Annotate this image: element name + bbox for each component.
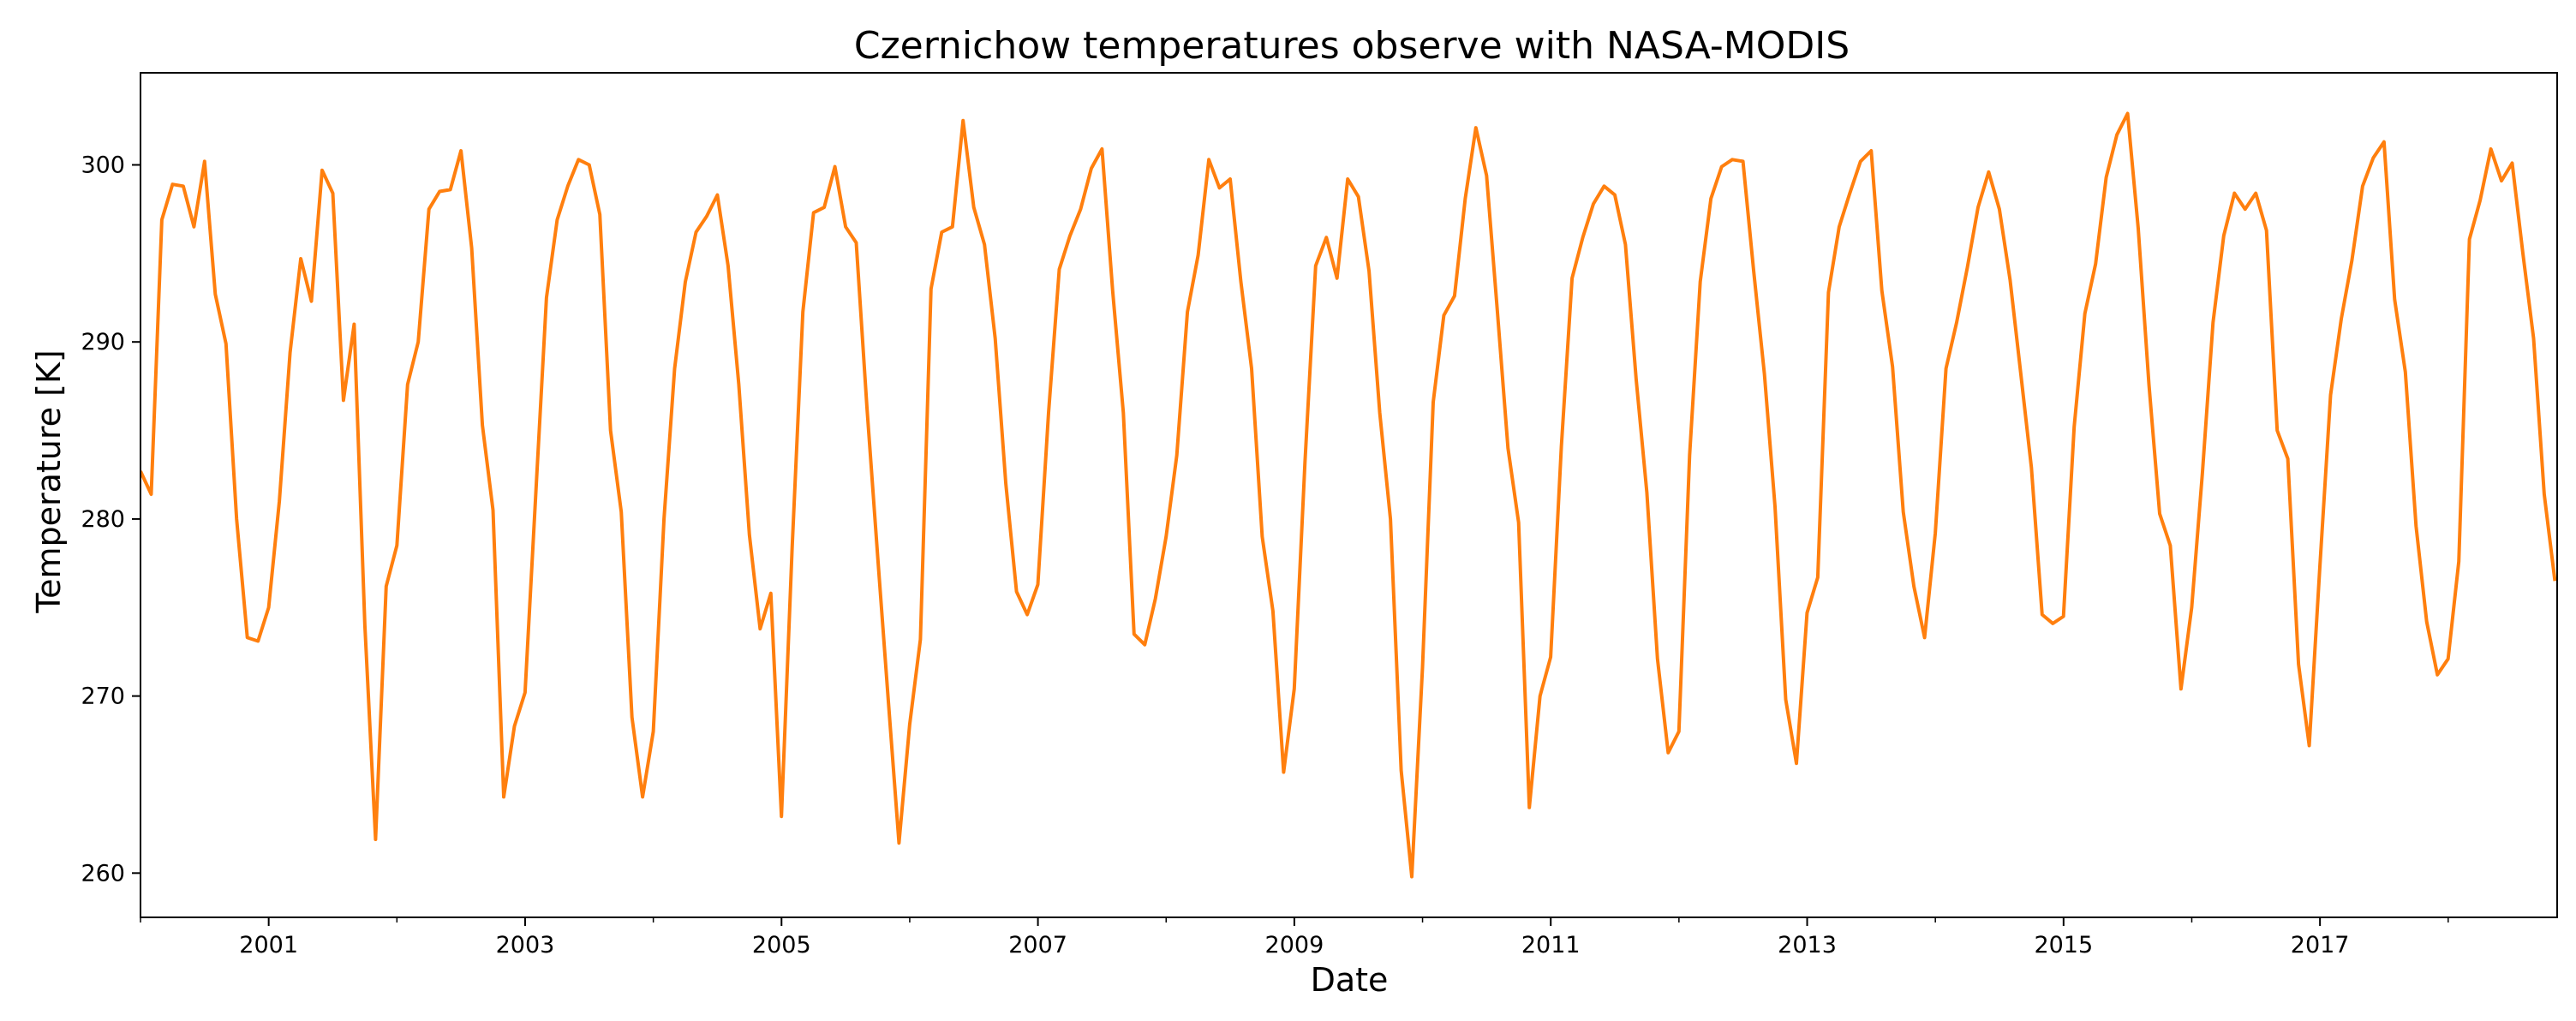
y-tick-label: 300 — [81, 152, 125, 178]
series-line-temperature — [140, 111, 2557, 879]
chart-title: Czernichow temperatures observe with NAS… — [854, 24, 1850, 68]
x-tick-label: 2001 — [239, 932, 298, 958]
y-tick-label: 260 — [81, 860, 125, 887]
x-tick-label: 2009 — [1265, 932, 1324, 958]
plot-frame — [140, 72, 2558, 918]
x-axis-label: Date — [1311, 961, 1389, 999]
y-tick-label: 290 — [81, 329, 125, 355]
y-axis-label: Temperature [K] — [30, 349, 68, 613]
series-layer — [140, 111, 2557, 879]
x-tick-label: 2011 — [1521, 932, 1581, 958]
x-tick-label: 2017 — [2291, 932, 2350, 958]
x-tick-label: 2015 — [2034, 932, 2093, 958]
axis-ticks: 260 270 280 290 300 2001 2003 2005 2007 2009 2011 2… — [81, 152, 2449, 958]
x-tick-label: 2007 — [1008, 932, 1067, 958]
x-tick-label: 2013 — [1778, 932, 1837, 958]
y-tick-label: 270 — [81, 684, 125, 710]
y-tick-label: 280 — [81, 506, 125, 533]
x-tick-label: 2003 — [496, 932, 555, 958]
x-tick-label: 2005 — [752, 932, 811, 958]
